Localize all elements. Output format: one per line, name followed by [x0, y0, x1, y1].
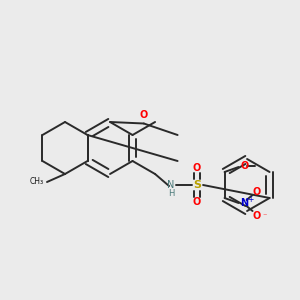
Text: S: S — [193, 180, 201, 190]
Text: ⁻: ⁻ — [262, 212, 267, 220]
Text: O: O — [140, 110, 148, 119]
Text: N: N — [241, 198, 249, 208]
Text: O: O — [241, 161, 249, 171]
Text: N: N — [167, 180, 175, 190]
Text: CH₃: CH₃ — [30, 178, 44, 187]
Text: O: O — [252, 187, 261, 197]
Text: O: O — [193, 163, 201, 173]
Text: O: O — [193, 197, 201, 207]
Text: +: + — [248, 194, 254, 203]
Text: O: O — [252, 211, 261, 221]
Text: H: H — [168, 190, 174, 199]
